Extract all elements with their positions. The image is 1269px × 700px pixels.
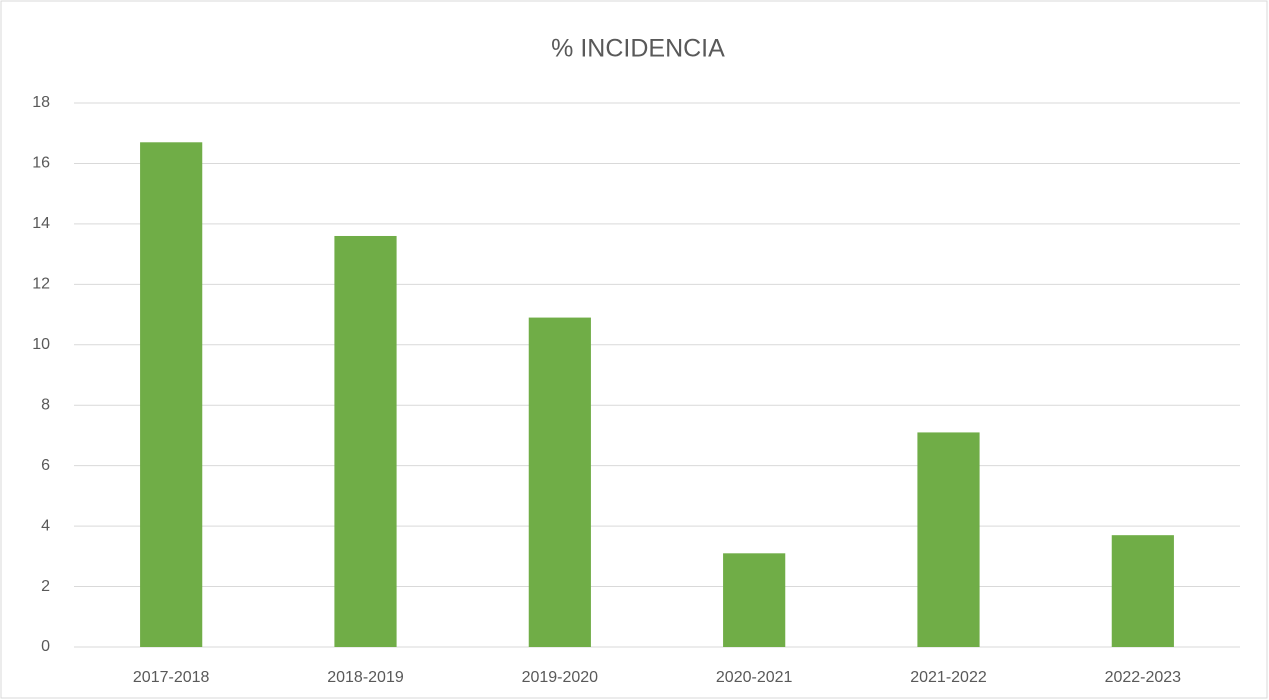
y-tick-label: 6	[41, 457, 50, 474]
x-tick-label: 2022-2023	[1105, 669, 1182, 686]
bar	[334, 235, 397, 647]
x-tick-label: 2019-2020	[522, 669, 599, 686]
bar	[723, 553, 786, 647]
bar	[528, 317, 591, 647]
y-tick-label: 14	[32, 215, 50, 232]
y-tick-label: 18	[32, 94, 50, 111]
bar	[140, 142, 203, 648]
y-tick-label: 0	[41, 638, 50, 655]
y-tick-label: 10	[32, 336, 50, 353]
x-tick-label: 2021-2022	[910, 669, 987, 686]
bar	[917, 432, 980, 647]
x-tick-label: 2020-2021	[716, 669, 793, 686]
bar	[1111, 535, 1174, 647]
y-tick-label: 8	[41, 396, 50, 413]
x-tick-label: 2018-2019	[327, 669, 404, 686]
y-tick-label: 2	[41, 578, 50, 595]
chart-title: % INCIDENCIA	[551, 35, 725, 63]
y-tick-label: 12	[32, 276, 50, 293]
y-tick-label: 4	[41, 517, 50, 534]
y-tick-label: 16	[32, 155, 50, 172]
x-tick-label: 2017-2018	[133, 669, 210, 686]
